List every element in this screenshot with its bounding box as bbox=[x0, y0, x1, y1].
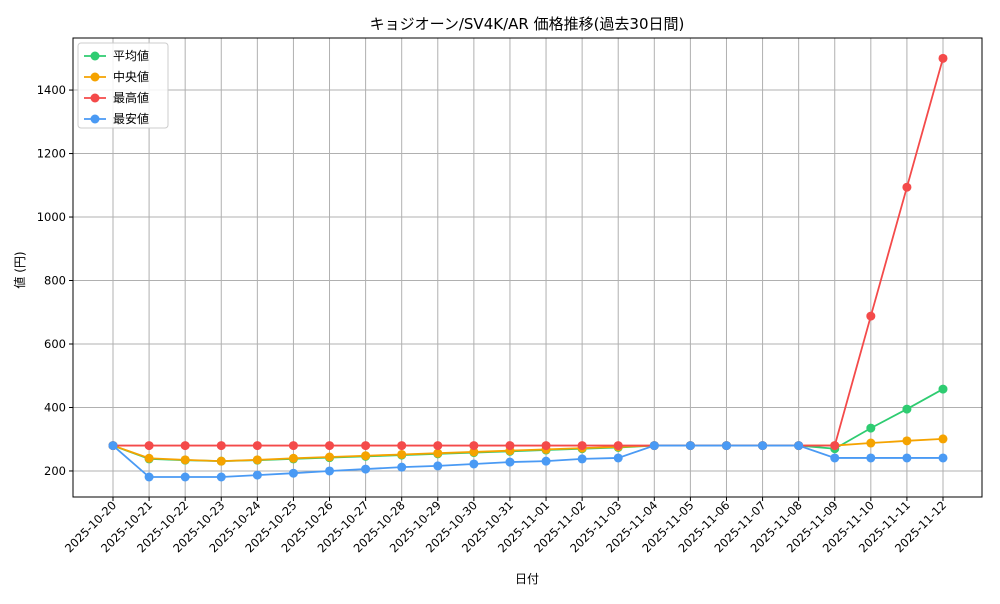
legend-label: 平均値 bbox=[113, 48, 149, 63]
data-point bbox=[758, 441, 768, 451]
data-point bbox=[577, 441, 587, 451]
data-point bbox=[252, 455, 262, 465]
data-point bbox=[325, 466, 335, 476]
data-point bbox=[325, 441, 335, 451]
y-tick-label: 400 bbox=[44, 400, 66, 414]
data-point bbox=[144, 441, 154, 451]
y-tick-label: 1000 bbox=[37, 210, 66, 224]
data-point bbox=[902, 436, 912, 446]
y-tick-label: 1200 bbox=[37, 147, 66, 161]
data-point bbox=[288, 453, 298, 463]
data-point bbox=[180, 441, 190, 451]
data-point bbox=[252, 470, 262, 480]
data-point bbox=[397, 441, 407, 451]
x-axis-label: 日付 bbox=[515, 572, 539, 586]
data-point bbox=[144, 472, 154, 482]
legend-label: 最高値 bbox=[113, 90, 149, 105]
data-point bbox=[216, 456, 226, 466]
data-point bbox=[577, 454, 587, 464]
data-point bbox=[613, 441, 623, 451]
data-point bbox=[180, 472, 190, 482]
data-point bbox=[938, 384, 948, 394]
data-point bbox=[433, 448, 443, 458]
data-point bbox=[361, 451, 371, 461]
data-point bbox=[180, 455, 190, 465]
data-point bbox=[866, 311, 876, 321]
series-line bbox=[113, 58, 944, 447]
data-point bbox=[108, 441, 118, 451]
data-point bbox=[433, 441, 443, 451]
data-point bbox=[902, 404, 912, 414]
data-point bbox=[866, 438, 876, 448]
legend-marker bbox=[90, 51, 100, 61]
data-point bbox=[866, 453, 876, 463]
legend-label: 中央値 bbox=[113, 69, 149, 84]
y-axis-label: 値 (円) bbox=[12, 251, 27, 288]
data-point bbox=[866, 423, 876, 433]
data-point bbox=[938, 453, 948, 463]
data-point bbox=[288, 468, 298, 478]
data-point bbox=[902, 453, 912, 463]
data-point bbox=[649, 441, 659, 451]
data-point bbox=[794, 441, 804, 451]
series-line bbox=[112, 438, 944, 463]
series-line bbox=[112, 444, 943, 478]
data-point bbox=[325, 452, 335, 462]
y-tick-label: 800 bbox=[44, 274, 66, 288]
data-point bbox=[397, 449, 407, 459]
data-point bbox=[541, 456, 551, 466]
data-point bbox=[613, 453, 623, 463]
legend-marker bbox=[90, 114, 100, 124]
data-point bbox=[469, 441, 479, 451]
data-point bbox=[216, 472, 226, 482]
data-point bbox=[216, 441, 226, 451]
legend-label: 最安値 bbox=[113, 111, 149, 126]
data-point bbox=[938, 434, 948, 444]
data-point bbox=[685, 441, 695, 451]
data-point bbox=[433, 461, 443, 471]
data-point bbox=[830, 453, 840, 463]
y-tick-label: 200 bbox=[44, 464, 66, 478]
data-point bbox=[288, 441, 298, 451]
data-point bbox=[361, 441, 371, 451]
legend-box bbox=[77, 42, 169, 129]
data-point bbox=[252, 441, 262, 451]
legend-marker bbox=[90, 93, 100, 103]
data-point bbox=[469, 459, 479, 469]
legend-marker bbox=[90, 72, 100, 82]
data-point bbox=[938, 53, 948, 63]
data-point bbox=[469, 447, 479, 457]
data-point bbox=[397, 462, 407, 472]
plot-frame bbox=[72, 37, 983, 498]
data-point bbox=[361, 464, 371, 474]
data-point bbox=[505, 441, 515, 451]
chart-title: キョジオーン/SV4K/AR 価格推移(過去30日間) bbox=[370, 15, 685, 33]
y-tick-label: 600 bbox=[44, 337, 66, 351]
data-point bbox=[144, 453, 154, 463]
data-point bbox=[721, 441, 731, 451]
data-point bbox=[541, 441, 551, 451]
data-point bbox=[902, 182, 912, 192]
y-tick-label: 1400 bbox=[37, 83, 66, 97]
data-point bbox=[505, 457, 515, 467]
data-point bbox=[830, 441, 840, 451]
